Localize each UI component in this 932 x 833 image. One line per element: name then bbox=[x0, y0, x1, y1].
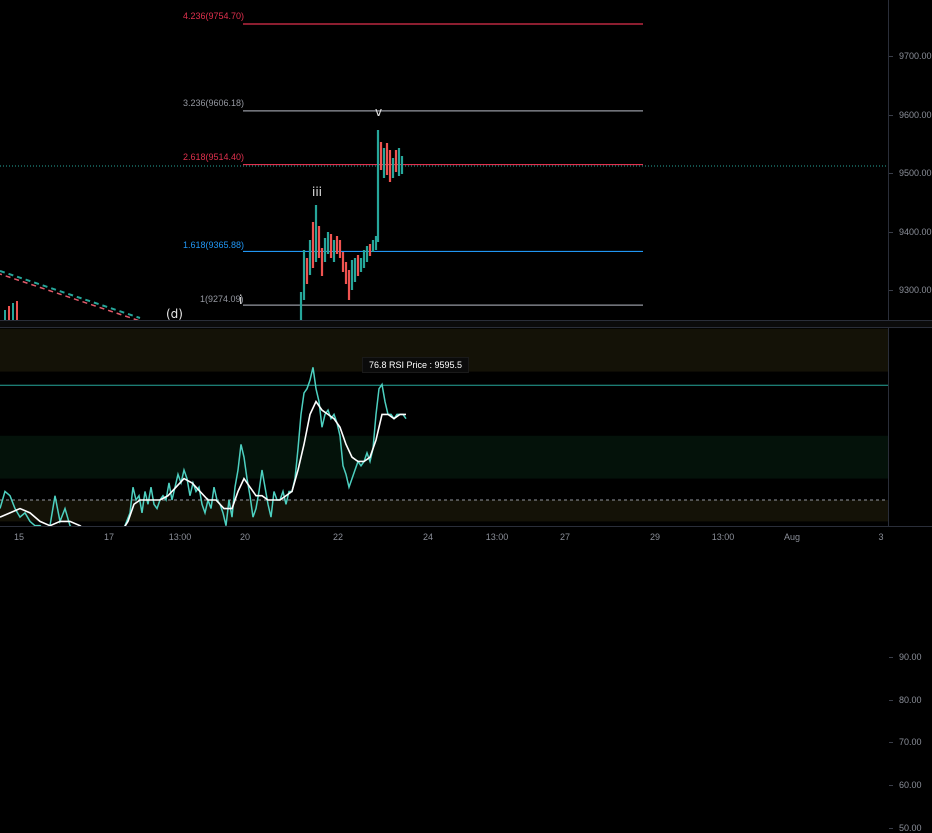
price-axis-label: 9500.00 bbox=[899, 168, 932, 178]
rsi-axis-label: 80.00 bbox=[899, 694, 922, 705]
rsi-axis-tick bbox=[889, 656, 893, 658]
price-axis[interactable]: 9700.00 9600.00 9500.00 9400.00 9300.00 bbox=[888, 0, 932, 320]
rsi-axis-label: 60.00 bbox=[899, 780, 922, 791]
wave-label-v: v bbox=[375, 105, 383, 119]
rsi-line bbox=[0, 367, 407, 526]
rsi-moving-average-line bbox=[0, 399, 406, 526]
price-axis-label: 9400.00 bbox=[899, 226, 932, 237]
time-axis-label: Aug bbox=[783, 532, 801, 542]
rsi-neutral-zone bbox=[0, 435, 888, 479]
pane-separator[interactable] bbox=[0, 320, 932, 328]
time-axis-label: 22 bbox=[332, 532, 344, 542]
price-chart-pane[interactable]: 4.236(9754.70) 3.236(9606.18) 2.618(9514… bbox=[0, 0, 888, 320]
rsi-axis-tick bbox=[889, 828, 893, 829]
time-axis-label: 13:00 bbox=[485, 532, 509, 542]
price-axis-label: 9300.00 bbox=[899, 285, 932, 295]
fib-label-1618: 1.618(9365.88) bbox=[183, 240, 245, 250]
time-axis-label: 27 bbox=[559, 532, 571, 542]
rsi-axis-tick bbox=[889, 742, 893, 744]
wave-label-iii: iii bbox=[312, 185, 323, 199]
time-axis-label: 17 bbox=[103, 532, 115, 542]
rsi-axis[interactable]: 90.00 80.00 70.00 60.00 50.00 bbox=[888, 328, 932, 833]
time-axis-label: 15 bbox=[13, 532, 25, 542]
price-axis-label: 9600.00 bbox=[899, 109, 932, 120]
wave-label-d: (d) bbox=[166, 307, 183, 320]
fib-label-1: 1(9274.09) bbox=[200, 294, 244, 304]
rsi-tooltip: 76.8 RSI Price : 9595.5 bbox=[362, 357, 470, 373]
fib-label-2618: 2.618(9514.40) bbox=[183, 152, 245, 162]
price-axis-label: 9700.00 bbox=[899, 51, 932, 61]
time-axis-label: 29 bbox=[649, 532, 661, 542]
price-axis-tick bbox=[889, 231, 893, 233]
price-axis-tick bbox=[889, 114, 893, 116]
rsi-axis-tick bbox=[889, 785, 893, 787]
time-axis-label: 13:00 bbox=[168, 532, 192, 542]
time-axis-label: 20 bbox=[239, 532, 251, 542]
trend-line-red bbox=[0, 273, 140, 320]
rsi-axis-label: 90.00 bbox=[899, 651, 922, 662]
time-axis[interactable]: 15 17 13:00 20 22 24 13:00 27 29 13:00 Aug 3 bbox=[0, 526, 932, 550]
time-axis-label: 24 bbox=[422, 532, 434, 542]
time-axis-label: 13:00 bbox=[711, 532, 735, 542]
rsi-axis-tick bbox=[889, 699, 893, 701]
price-chart[interactable] bbox=[0, 0, 888, 320]
price-axis-tick bbox=[889, 173, 893, 174]
rsi-axis-label: 70.00 bbox=[899, 737, 922, 748]
wave-label-i: i bbox=[239, 293, 243, 307]
time-axis-label: 3 bbox=[878, 532, 884, 542]
rsi-oversold-zone bbox=[0, 500, 888, 522]
fib-label-3236: 3.236(9606.18) bbox=[183, 98, 245, 108]
price-axis-tick bbox=[889, 290, 893, 291]
price-axis-tick bbox=[889, 56, 893, 57]
rsi-axis-label: 50.00 bbox=[899, 823, 922, 833]
fib-label-4236: 4.236(9754.70) bbox=[183, 11, 245, 21]
trend-line-teal bbox=[0, 270, 141, 319]
